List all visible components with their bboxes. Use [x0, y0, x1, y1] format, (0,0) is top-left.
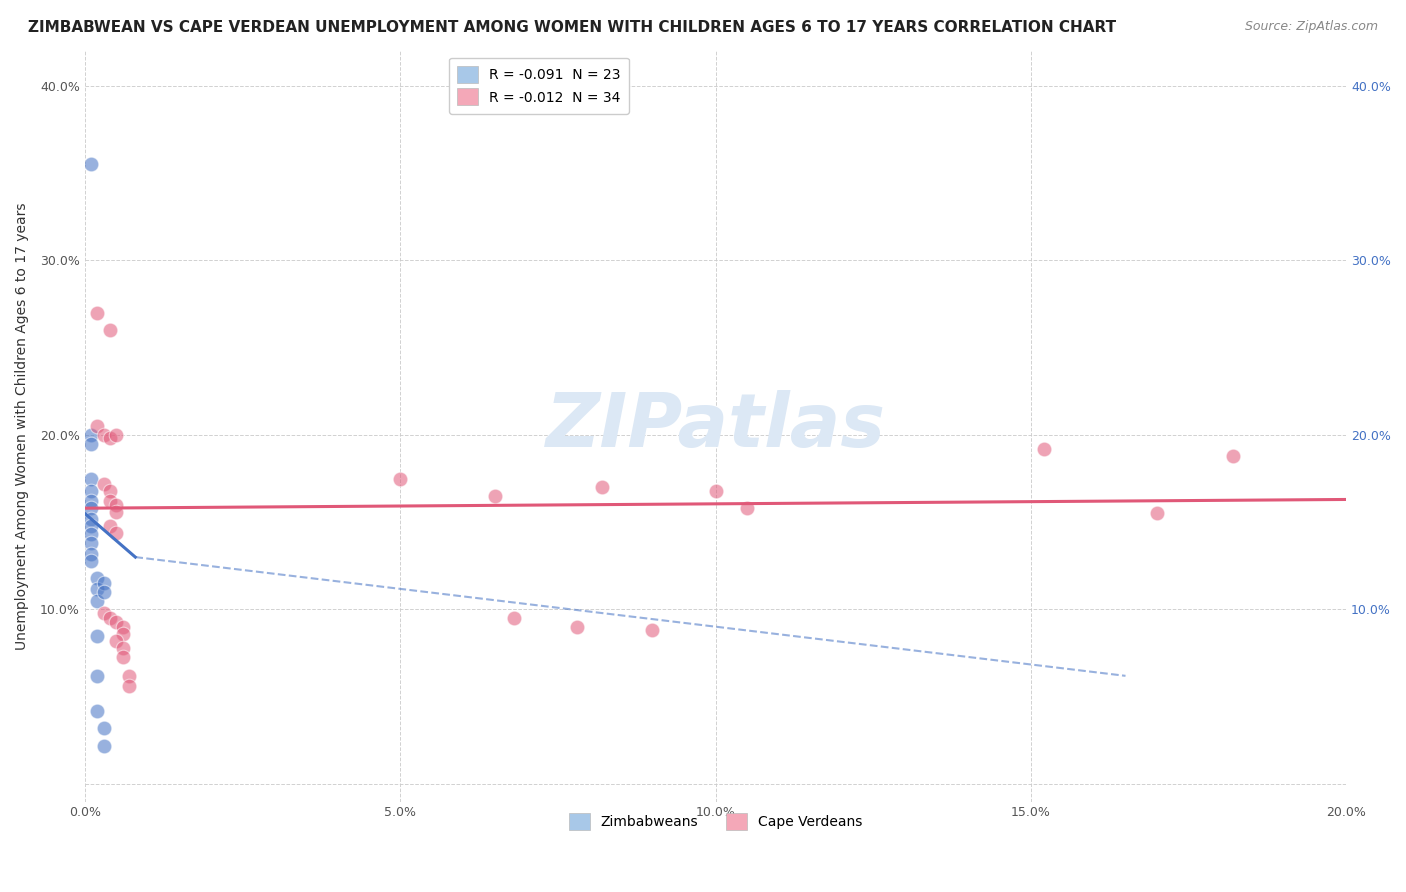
Point [86, 582, 108, 596]
Point [111, 640, 134, 655]
Text: ZIMBABWEAN VS CAPE VERDEAN UNEMPLOYMENT AMONG WOMEN WITH CHILDREN AGES 6 TO 17 Y: ZIMBABWEAN VS CAPE VERDEAN UNEMPLOYMENT … [28, 20, 1116, 35]
Point [80, 428, 103, 442]
Point [105, 498, 128, 512]
Point [111, 649, 134, 664]
Legend: Zimbabweans, Cape Verdeans: Zimbabweans, Cape Verdeans [564, 808, 868, 836]
Point [86, 629, 108, 643]
Point [80, 518, 103, 533]
Point [105, 634, 128, 648]
Point [93, 585, 115, 599]
Point [704, 483, 727, 498]
Point [86, 704, 108, 718]
Point [105, 525, 128, 540]
Point [98, 431, 121, 445]
Point [93, 721, 115, 735]
Point [80, 494, 103, 508]
Point [86, 593, 108, 607]
Point [80, 553, 103, 567]
Point [98, 518, 121, 533]
Point [118, 669, 141, 683]
Point [565, 620, 588, 634]
Point [86, 419, 108, 434]
Text: ZIPatlas: ZIPatlas [546, 390, 886, 463]
Point [93, 739, 115, 753]
Point [93, 428, 115, 442]
Point [86, 305, 108, 319]
Point [98, 323, 121, 337]
Point [591, 480, 613, 494]
Point [93, 476, 115, 491]
Point [111, 627, 134, 641]
Point [105, 505, 128, 519]
Point [93, 576, 115, 591]
Point [80, 511, 103, 525]
Point [80, 536, 103, 550]
Point [80, 483, 103, 498]
Point [484, 489, 506, 503]
Point [641, 624, 664, 638]
Y-axis label: Unemployment Among Women with Children Ages 6 to 17 years: Unemployment Among Women with Children A… [15, 202, 30, 650]
Point [98, 483, 121, 498]
Point [80, 547, 103, 561]
Point [80, 527, 103, 541]
Point [93, 606, 115, 620]
Point [105, 428, 128, 442]
Point [80, 436, 103, 450]
Point [80, 157, 103, 171]
Point [80, 501, 103, 516]
Point [502, 611, 524, 625]
Point [1032, 442, 1054, 456]
Text: Source: ZipAtlas.com: Source: ZipAtlas.com [1244, 20, 1378, 33]
Point [118, 679, 141, 693]
Point [105, 615, 128, 629]
Point [86, 669, 108, 683]
Point [86, 571, 108, 585]
Point [389, 471, 412, 485]
Point [1222, 449, 1244, 463]
Point [98, 494, 121, 508]
Point [1146, 507, 1168, 521]
Point [735, 501, 758, 516]
Point [80, 471, 103, 485]
Point [111, 620, 134, 634]
Point [98, 611, 121, 625]
